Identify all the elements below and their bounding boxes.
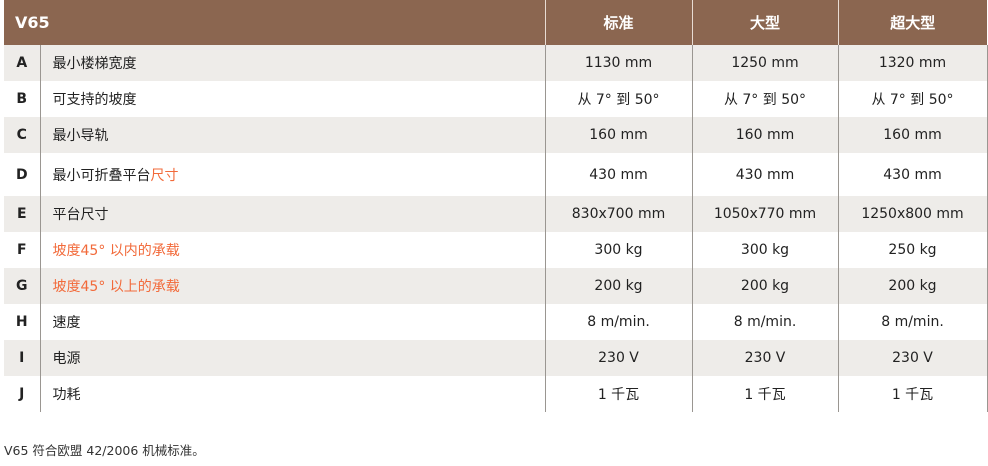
label-text: 平台尺寸: [52, 207, 109, 223]
row-value: 200 kg: [691, 268, 838, 304]
row-value: 230 V: [544, 340, 692, 376]
row-label: 最小可折叠平台尺寸: [39, 153, 545, 196]
row-value: 从 7° 到 50°: [691, 81, 838, 117]
col-standard: 标准: [544, 0, 692, 45]
row-value: 1320 mm: [837, 45, 988, 81]
row-value: 160 mm: [837, 117, 988, 153]
row-label: 速度: [39, 304, 545, 340]
table-row: I 电源 230 V 230 V 230 V: [4, 340, 988, 376]
row-value: 1250 mm: [691, 45, 838, 81]
table-row: D 最小可折叠平台尺寸 430 mm 430 mm 430 mm: [4, 153, 988, 196]
row-letter: B: [16, 91, 28, 107]
row-value: 200 kg: [544, 268, 692, 304]
row-value: 从 7° 到 50°: [837, 81, 988, 117]
row-value: 200 kg: [837, 268, 988, 304]
row-letter: E: [4, 196, 40, 232]
table-row: F 坡度45° 以内的承载 300 kg 300 kg 250 kg: [4, 232, 988, 268]
label-text: 可支持的坡度: [52, 92, 137, 108]
row-label: 功耗: [39, 376, 545, 412]
row-value: 8 m/min.: [544, 304, 692, 340]
row-value: 250 kg: [837, 232, 988, 268]
row-value: 1 千瓦: [544, 376, 692, 412]
row-letter: A: [4, 45, 40, 81]
row-letter: G: [4, 268, 40, 304]
row-value: 430 mm: [691, 153, 838, 196]
row-letter: I: [4, 340, 40, 376]
footnote: V65 符合欧盟 42/2006 机械标准。: [4, 443, 205, 458]
table-row: A 最小楼梯宽度 1130 mm 1250 mm 1320 mm: [4, 45, 988, 81]
label-highlight: 尺寸: [150, 167, 179, 184]
row-value: 1130 mm: [544, 45, 692, 81]
row-value: 8 m/min.: [837, 304, 988, 340]
table-row: C 最小导轨 160 mm 160 mm 160 mm: [4, 117, 988, 153]
label-text: 功耗: [52, 387, 81, 403]
row-value: 1250x800 mm: [837, 196, 988, 232]
col-extra-large: 超大型: [837, 0, 987, 45]
row-value: 160 mm: [544, 117, 692, 153]
label-highlight: 坡度45° 以内的承载: [52, 243, 180, 259]
row-value: 430 mm: [837, 153, 988, 196]
table-row: G 坡度45° 以上的承载 200 kg 200 kg 200 kg: [4, 268, 988, 304]
row-label: 可支持的坡度: [39, 81, 545, 117]
label-text: 最小楼梯宽度: [52, 56, 137, 72]
label-highlight: 坡度45° 以上的承载: [52, 279, 180, 295]
table-row: J 功耗 1 千瓦 1 千瓦 1 千瓦: [4, 376, 988, 412]
row-letter: J: [19, 386, 25, 402]
row-value: 830x700 mm: [544, 196, 692, 232]
table-row: B 可支持的坡度从 7° 到 50° 从 7° 到 50° 从 7° 到 50°: [4, 81, 988, 117]
row-label: 最小楼梯宽度: [39, 45, 545, 81]
row-letter: D: [15, 166, 28, 183]
row-value: 160 mm: [691, 117, 838, 153]
row-value: 从 7° 到 50°: [544, 81, 692, 117]
spec-table: V65 标准 大型 超大型 A 最小楼梯宽度 1130 mm 1250 mm 1320 …: [4, 0, 988, 412]
label-text: 最小导轨: [52, 128, 109, 144]
row-letter: C: [4, 117, 40, 153]
row-label: 坡度45° 以上的承载: [39, 268, 545, 304]
row-value: 230 V: [837, 340, 988, 376]
model-title: V65: [4, 0, 545, 45]
col-large: 大型: [691, 0, 838, 45]
row-value: 230 V: [691, 340, 838, 376]
row-value: 1050x770 mm: [691, 196, 838, 232]
header-row: V65 标准 大型 超大型: [4, 0, 987, 45]
row-label: 最小导轨: [39, 117, 545, 153]
label-text: 电源: [52, 351, 81, 367]
row-label: 坡度45° 以内的承载: [39, 232, 545, 268]
row-value: 300 kg: [691, 232, 838, 268]
label-text: 速度: [52, 315, 81, 331]
row-letter: F: [16, 242, 27, 258]
row-value: 8 m/min.: [691, 304, 838, 340]
label-text: 最小可折叠平台: [52, 167, 151, 184]
table-row: E 平台尺寸 830x700 mm 1050x770 mm 1250x800 mm: [4, 196, 988, 232]
row-label: 平台尺寸: [39, 196, 545, 232]
table-row: H 速度 8 m/min. 8 m/min. 8 m/min.: [4, 304, 988, 340]
row-value: 1 千瓦: [837, 376, 988, 412]
row-value: 430 mm: [544, 153, 692, 196]
row-label: 电源: [39, 340, 545, 376]
row-value: 1 千瓦: [691, 376, 838, 412]
row-value: 300 kg: [544, 232, 692, 268]
row-letter: H: [15, 314, 28, 330]
